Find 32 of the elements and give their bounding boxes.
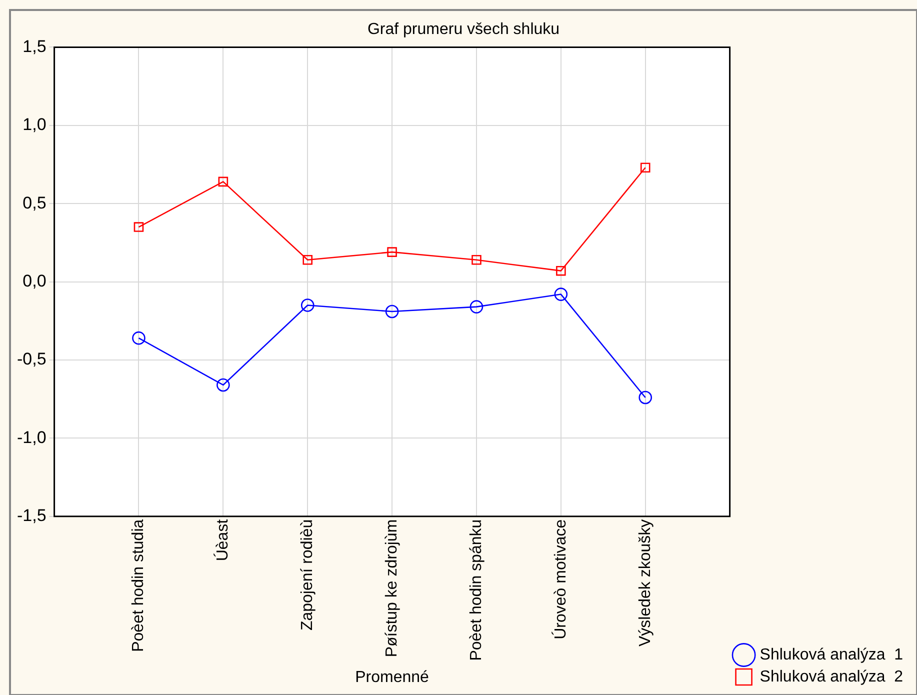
chart-title: Graf prumeru všech shluku: [367, 21, 560, 38]
x-tick-label: Výsledek zkoušky: [636, 519, 654, 647]
y-tick-label: 1,0: [22, 115, 46, 134]
point: [387, 247, 397, 257]
point: [385, 304, 399, 318]
point: [216, 378, 230, 392]
x-tick-label: Úèast: [214, 518, 232, 562]
y-tick-label: 1,5: [22, 36, 46, 56]
y-tick-label: -1,0: [16, 428, 46, 447]
y-tick-label: -0,5: [16, 350, 46, 369]
point: [302, 254, 312, 265]
point: [218, 176, 228, 187]
x-tick-label: Poèet hodin studia: [130, 519, 148, 652]
point: [134, 222, 144, 232]
y-tick-label: 0,0: [22, 271, 46, 290]
x-tick-label: Pøístup ke zdrojùm: [383, 519, 400, 658]
y-tick-label: -1,5: [16, 506, 46, 526]
legend-label: Shluková analýza 1: [760, 646, 904, 664]
point: [472, 254, 482, 265]
y-tick-label: 0,5: [22, 193, 46, 212]
x-tick-label: Poèet hodin spánku: [468, 519, 485, 661]
x-axis-title: Promenné: [355, 668, 430, 686]
point: [556, 266, 566, 276]
x-tick-label: Úroveò motivace: [551, 519, 570, 640]
point: [300, 298, 314, 312]
x-tick-label: Zapojení rodièù: [299, 519, 316, 631]
point: [132, 331, 146, 345]
point: [638, 390, 652, 404]
legend-label: Shluková analýza 2: [760, 668, 904, 686]
point: [640, 162, 650, 173]
point: [554, 288, 568, 301]
point: [470, 300, 484, 314]
